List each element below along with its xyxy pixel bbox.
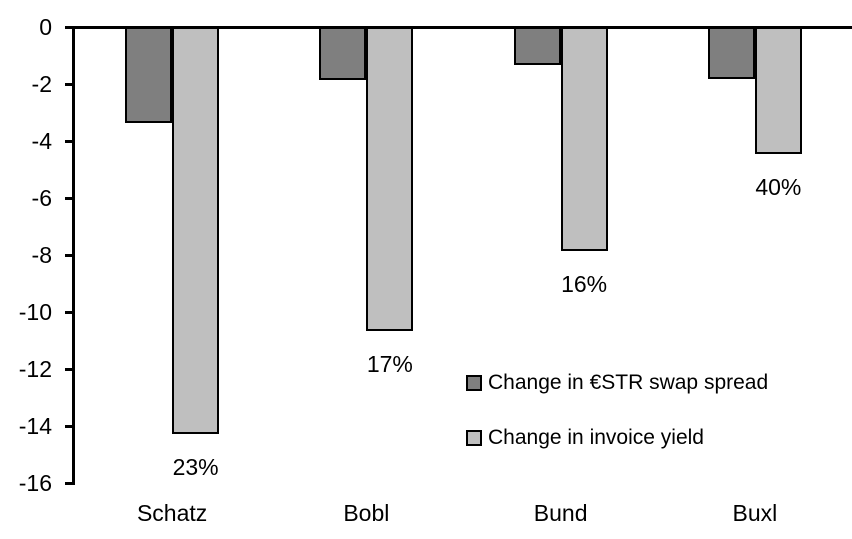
bar-value-label: 40% xyxy=(755,174,802,201)
x-axis-zero-line xyxy=(65,25,852,29)
bar-buxl-invoice-yield xyxy=(754,26,802,155)
y-tick-label: -4 xyxy=(31,128,52,154)
x-category-label: Schatz xyxy=(136,500,208,526)
bar-schatz-invoice-yield xyxy=(172,26,220,434)
bar-value-label: 16% xyxy=(561,271,608,298)
bar-buxl-str-swap-spread xyxy=(707,26,755,79)
y-tick-mark xyxy=(65,424,75,428)
y-tick-label: -6 xyxy=(31,185,52,211)
bar-value-label: 23% xyxy=(172,453,219,480)
y-tick-label: -10 xyxy=(18,299,52,325)
y-tick-label: -14 xyxy=(18,413,52,439)
legend-swatch-invoice-yield xyxy=(466,429,482,446)
y-tick-label: -2 xyxy=(31,71,52,97)
y-tick-label: -12 xyxy=(18,356,52,382)
y-tick-label: -8 xyxy=(31,242,52,268)
x-category-label: Bobl xyxy=(343,500,390,526)
y-tick-mark xyxy=(65,367,75,371)
legend-label-invoice-yield: Change in invoice yield xyxy=(488,426,704,449)
y-tick-label: -16 xyxy=(18,470,52,496)
y-tick-mark xyxy=(65,253,75,257)
legend-item-swap-spread: Change in €STR swap spread xyxy=(466,372,768,393)
x-category-label: Buxl xyxy=(732,500,778,526)
y-tick-mark xyxy=(65,82,75,86)
y-tick-mark xyxy=(65,481,75,485)
legend: Change in €STR swap spread Change in inv… xyxy=(466,372,768,448)
y-axis-line xyxy=(72,26,75,483)
legend-swatch-swap-spread xyxy=(466,374,482,391)
y-tick-mark xyxy=(65,139,75,143)
y-tick-mark xyxy=(65,196,75,200)
bar-bobl-invoice-yield xyxy=(366,26,414,332)
y-tick-mark xyxy=(65,310,75,314)
y-tick-label: 0 xyxy=(39,14,52,40)
legend-item-invoice-yield: Change in invoice yield xyxy=(466,427,768,448)
bar-bobl-str-swap-spread xyxy=(319,26,367,81)
bar-schatz-str-swap-spread xyxy=(125,26,173,124)
x-category-label: Bund xyxy=(533,500,588,526)
bar-value-label: 17% xyxy=(366,351,413,378)
bar-bund-str-swap-spread xyxy=(513,26,561,65)
bar-bund-invoice-yield xyxy=(560,26,608,252)
legend-label-swap-spread: Change in €STR swap spread xyxy=(488,371,769,394)
